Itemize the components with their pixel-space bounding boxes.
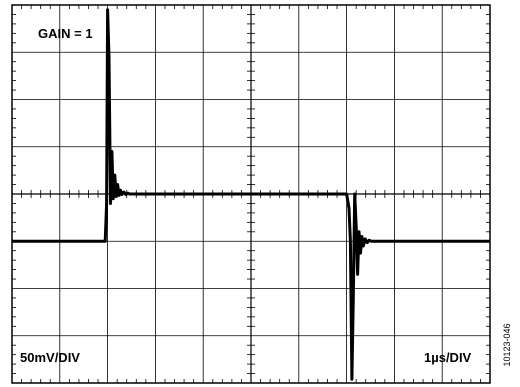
vertical-scale-label: 50mV/DIV: [20, 350, 80, 365]
gain-annotation: GAIN = 1: [38, 26, 93, 41]
horizontal-scale-label: 1µs/DIV: [424, 350, 472, 365]
signal-trace: [12, 8, 490, 381]
figure-id: 10123-046: [502, 323, 512, 367]
